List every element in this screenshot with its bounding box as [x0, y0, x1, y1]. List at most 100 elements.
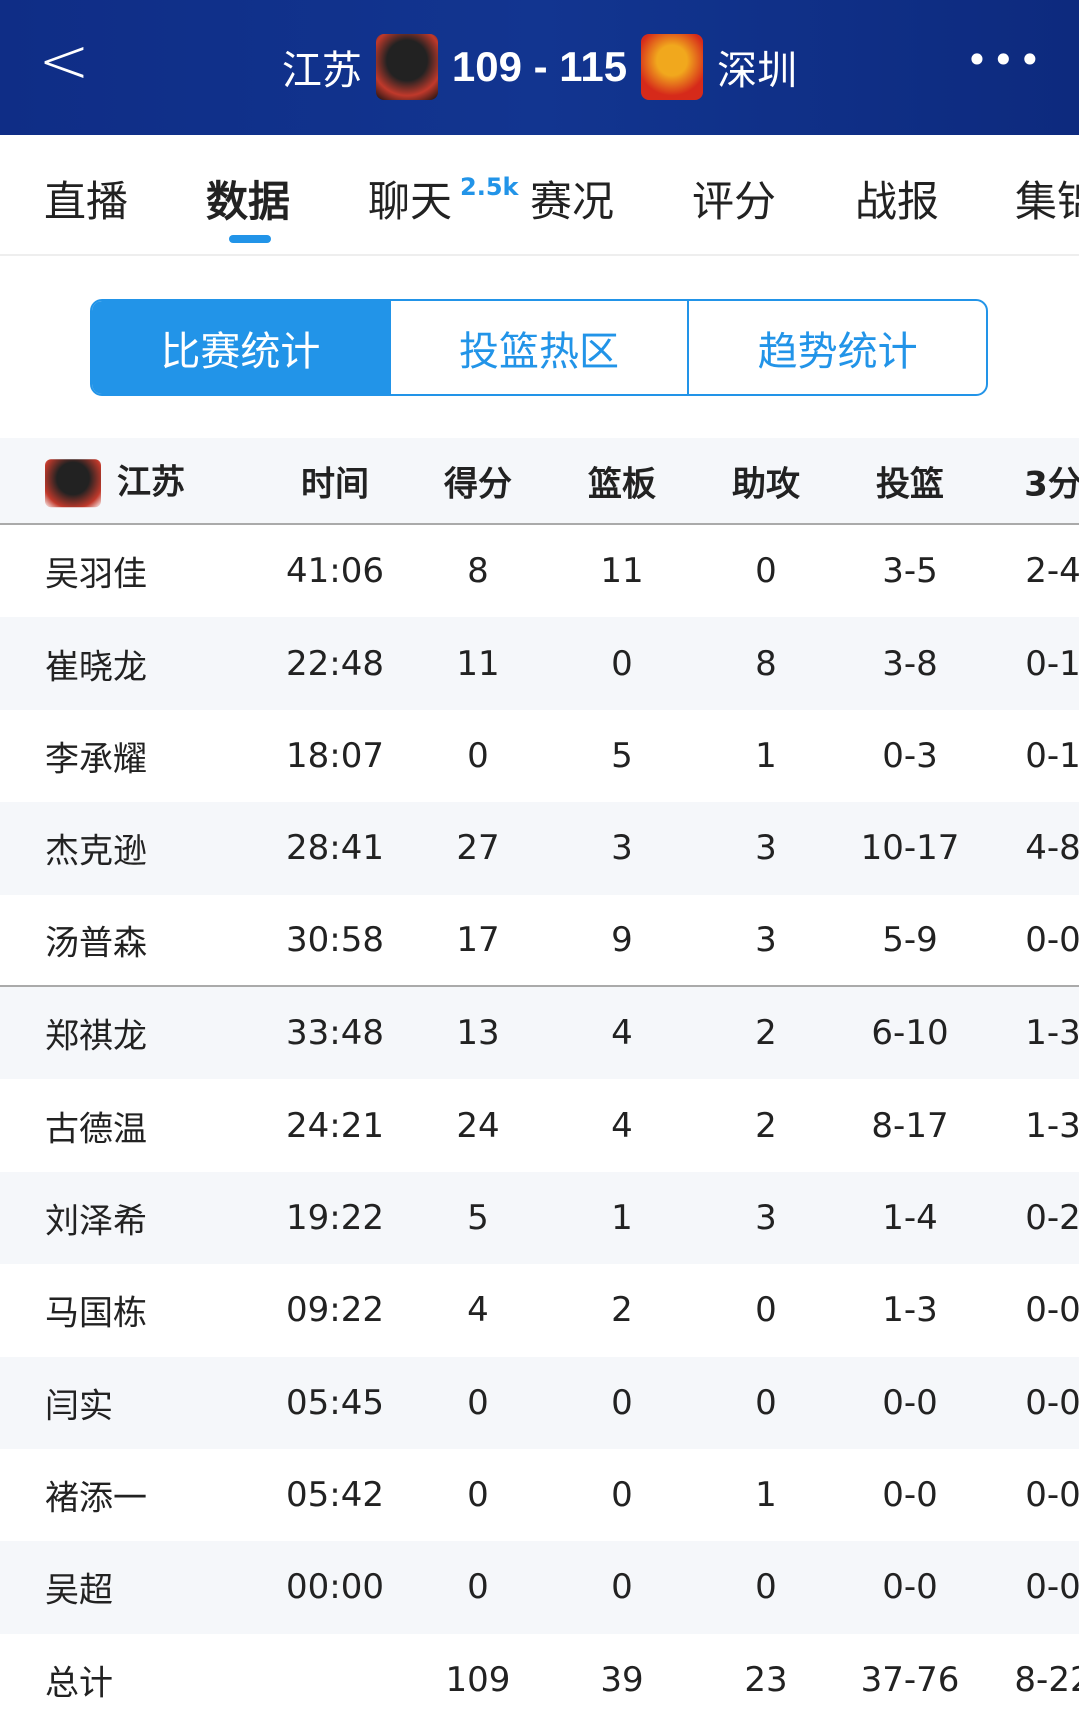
points: 27: [456, 828, 500, 869]
tab-rating[interactable]: 评分: [692, 177, 777, 226]
three-pointers: 2-4: [1025, 551, 1079, 592]
rebounds: 5: [611, 735, 633, 776]
rebounds: 2: [611, 1290, 633, 1331]
points: 24: [456, 1105, 500, 1146]
player-name: 吴羽佳: [45, 554, 147, 595]
three-pointers: 8-22: [1014, 1659, 1079, 1700]
table-row[interactable]: 李承耀 18:07 0 5 1 0-3 0-1: [0, 710, 1079, 802]
table-row[interactable]: 郑祺龙 33:48 13 4 2 6-10 1-3: [0, 986, 1079, 1080]
col-fg[interactable]: 投篮: [876, 464, 944, 504]
field-goals: 10-17: [860, 828, 960, 869]
chat-count-badge: 2.5k: [460, 173, 519, 201]
points: 11: [456, 643, 500, 684]
field-goals: 0-0: [882, 1475, 938, 1516]
table-row[interactable]: 吴羽佳 41:06 8 11 0 3-5 2-4: [0, 525, 1079, 617]
player-name: 杰克逊: [45, 831, 147, 872]
minutes: 28:41: [286, 828, 384, 869]
assists: 3: [755, 919, 777, 960]
minutes: 09:22: [286, 1290, 384, 1331]
segment-shot-chart[interactable]: 投篮热区: [388, 301, 688, 394]
player-name: 闫实: [45, 1386, 113, 1427]
three-pointers: 0-1: [1025, 643, 1079, 684]
minutes: 41:06: [286, 551, 384, 592]
col-assists[interactable]: 助攻: [732, 464, 800, 504]
player-name: 褚添一: [45, 1478, 147, 1519]
field-goals: 0-3: [882, 735, 938, 776]
assists: 8: [755, 643, 777, 684]
rebounds: 4: [611, 1013, 633, 1054]
points: 0: [467, 1475, 489, 1516]
minutes: 18:07: [286, 735, 384, 776]
three-pointers: 0-0: [1025, 1290, 1079, 1331]
segment-control: 比赛统计 投篮热区 趋势统计: [90, 299, 988, 396]
tab-stats[interactable]: 数据: [206, 177, 291, 226]
tab-highlights[interactable]: 集锦: [1015, 177, 1079, 226]
three-pointers: 1-3: [1025, 1105, 1079, 1146]
score: 109 - 115: [451, 43, 628, 90]
three-pointers: 0-2: [1025, 1197, 1079, 1238]
minutes: 05:45: [286, 1382, 384, 1423]
points: 8: [467, 551, 489, 592]
points: 0: [467, 735, 489, 776]
tab-report[interactable]: 战报: [855, 177, 940, 226]
three-pointers: 0-1: [1025, 735, 1079, 776]
table-row[interactable]: 杰克逊 28:41 27 3 3 10-17 4-8: [0, 802, 1079, 895]
team-header: 江苏: [45, 454, 185, 508]
table-row[interactable]: 刘泽希 19:22 5 1 3 1-4 0-2: [0, 1171, 1079, 1265]
three-pointers: 0-0: [1025, 1382, 1079, 1423]
field-goals: 8-17: [871, 1105, 949, 1146]
rebounds: 0: [611, 1382, 633, 1423]
table-row[interactable]: 闫实 05:45 0 0 0 0-0 0-0: [0, 1356, 1079, 1449]
jiangsu-logo: [45, 459, 101, 508]
table-row[interactable]: 马国栋 09:22 4 2 0 1-3 0-0: [0, 1264, 1079, 1356]
three-pointers: 0-0: [1025, 1567, 1079, 1608]
assists: 0: [755, 1290, 777, 1331]
rebounds: 9: [611, 919, 633, 960]
col-3pt[interactable]: 3分: [1024, 464, 1079, 504]
player-name: 崔晓龙: [45, 647, 147, 688]
points: 109: [445, 1659, 511, 1700]
rebounds: 3: [611, 828, 633, 869]
player-name: 汤普森: [45, 923, 147, 964]
three-pointers: 0-0: [1025, 1475, 1079, 1516]
rebounds: 1: [611, 1197, 633, 1238]
back-icon[interactable]: <: [38, 24, 90, 97]
minutes: 00:00: [286, 1567, 384, 1608]
player-name: 古德温: [45, 1109, 147, 1150]
col-time[interactable]: 时间: [301, 464, 369, 504]
player-name: 总计: [45, 1663, 113, 1704]
assists: 3: [755, 1197, 777, 1238]
field-goals: 3-5: [882, 551, 938, 592]
field-goals: 1-4: [882, 1197, 938, 1238]
player-name: 郑祺龙: [45, 1016, 147, 1057]
player-name: 李承耀: [45, 739, 147, 780]
table-row[interactable]: 古德温 24:21 24 4 2 8-17 1-3: [0, 1079, 1079, 1171]
points: 0: [467, 1567, 489, 1608]
field-goals: 37-76: [860, 1659, 960, 1700]
box-score-table: 江苏 时间 得分 篮板 助攻 投篮 3分 吴羽佳 41:06 8 11 0 3-5 2-4 崔…: [0, 438, 1079, 1726]
totals-row[interactable]: 总计 109 39 23 37-76 8-22: [0, 1634, 1079, 1726]
table-row[interactable]: 汤普森 30:58 17 9 3 5-9 0-0: [0, 895, 1079, 987]
minutes: 33:48: [286, 1013, 384, 1054]
tab-game-status[interactable]: 赛况: [530, 177, 615, 226]
tab-live[interactable]: 直播: [44, 177, 129, 226]
table-row[interactable]: 崔晓龙 22:48 11 0 8 3-8 0-1: [0, 617, 1079, 710]
rebounds: 0: [611, 1567, 633, 1608]
segment-game-stats[interactable]: 比赛统计: [92, 301, 389, 394]
team-name: 江苏: [117, 461, 185, 502]
field-goals: 3-8: [882, 643, 938, 684]
rebounds: 0: [611, 643, 633, 684]
table-row[interactable]: 褚添一 05:42 0 0 1 0-0 0-0: [0, 1449, 1079, 1541]
segment-trend-stats[interactable]: 趋势统计: [687, 301, 986, 394]
table-row[interactable]: 吴超 00:00 0 0 0 0-0 0-0: [0, 1541, 1079, 1634]
jiangsu-logo: [375, 34, 438, 100]
shenzhen-logo: [641, 34, 704, 100]
tab-chat[interactable]: 聊天: [368, 177, 453, 226]
rebounds: 39: [600, 1659, 644, 1700]
three-pointers: 1-3: [1025, 1013, 1079, 1054]
minutes: 22:48: [286, 643, 384, 684]
tab-bar: 直播 数据 聊天 2.5k 赛况 评分 战报 集锦: [0, 135, 1079, 256]
more-icon[interactable]: •••: [965, 38, 1045, 82]
col-rebounds[interactable]: 篮板: [588, 464, 656, 504]
col-points[interactable]: 得分: [444, 464, 512, 504]
